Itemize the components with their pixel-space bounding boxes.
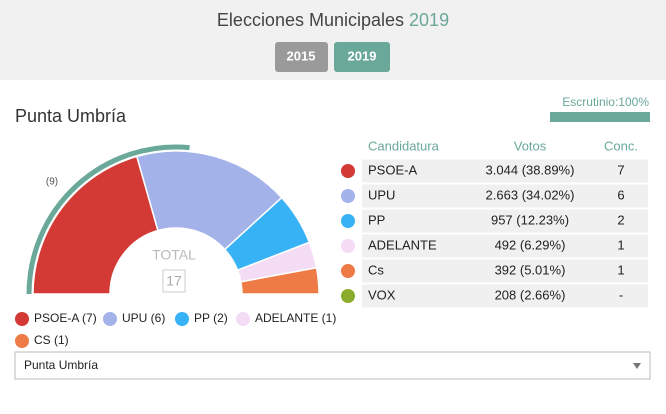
party-dot	[341, 214, 355, 228]
table-cell: ADELANTE	[368, 237, 437, 252]
year-button[interactable]	[275, 42, 328, 72]
table-cell: 208 (2.66%)	[495, 287, 566, 302]
title-text: Elecciones Municipales	[217, 10, 404, 30]
column-header: Candidatura	[368, 138, 440, 153]
table-cell: VOX	[368, 287, 396, 302]
table-cell: 7	[617, 162, 624, 177]
table-cell: Cs	[368, 262, 384, 277]
total-label: TOTAL	[152, 247, 196, 263]
scrutiny-label: Escrutinio:100%	[562, 95, 649, 109]
municipality-select[interactable]	[14, 351, 651, 380]
legend-label: PSOE-A (7)	[34, 311, 97, 325]
legend-swatch	[15, 334, 29, 348]
row-background	[362, 184, 648, 208]
table-cell: 492 (6.29%)	[495, 237, 566, 252]
title-year: 2019	[409, 10, 449, 30]
legend-swatch	[236, 312, 250, 326]
scrutiny-bar	[550, 112, 650, 122]
table-cell: 957 (12.23%)	[491, 212, 569, 227]
legend-swatch	[103, 312, 117, 326]
seat-segment	[135, 150, 283, 251]
seat-segment	[240, 266, 320, 295]
table-cell: PP	[368, 212, 385, 227]
year-button-label[interactable]: 2015	[287, 48, 316, 63]
row-background	[362, 234, 648, 258]
row-background	[362, 284, 648, 308]
table-cell: PSOE-A	[368, 162, 417, 177]
table-cell: 2	[617, 212, 624, 227]
table-cell: UPU	[368, 187, 395, 202]
header-title: Elecciones Municipales 2019	[217, 10, 449, 30]
legend-label: CS (1)	[34, 333, 69, 347]
column-header: Votos	[514, 138, 547, 153]
row-background	[362, 259, 648, 283]
legend-swatch	[15, 312, 29, 326]
select-value[interactable]: Punta Umbría	[24, 358, 98, 372]
party-dot	[341, 239, 355, 253]
table-cell: -	[619, 287, 623, 302]
table-cell: 2.663 (34.02%)	[486, 187, 575, 202]
table-cell: 392 (5.01%)	[495, 262, 566, 277]
total-value: 17	[166, 273, 182, 289]
party-dot	[341, 189, 355, 203]
total-box	[162, 269, 186, 293]
table-cell: 1	[617, 237, 624, 252]
row-background	[362, 159, 648, 183]
column-header: Conc.	[604, 138, 638, 153]
majority-label: (9)	[46, 177, 58, 188]
table-cell: 1	[617, 262, 624, 277]
row-background	[362, 209, 648, 233]
select-arrow[interactable]	[633, 363, 641, 369]
party-dot	[341, 289, 355, 303]
year-button-label[interactable]: 2019	[348, 48, 377, 63]
table-cell: 3.044 (38.89%)	[486, 162, 575, 177]
party-dot	[341, 164, 355, 178]
legend-label: UPU (6)	[122, 311, 165, 325]
header-band	[0, 0, 666, 80]
municipality-name: Punta Umbría	[15, 106, 127, 126]
table-cell: 6	[617, 187, 624, 202]
legend-swatch	[175, 312, 189, 326]
year-button[interactable]	[334, 42, 390, 72]
majority-arc	[26, 144, 190, 295]
legend-label: PP (2)	[194, 311, 228, 325]
seat-segment	[32, 155, 159, 295]
party-dot	[341, 264, 355, 278]
legend-label: ADELANTE (1)	[255, 311, 336, 325]
